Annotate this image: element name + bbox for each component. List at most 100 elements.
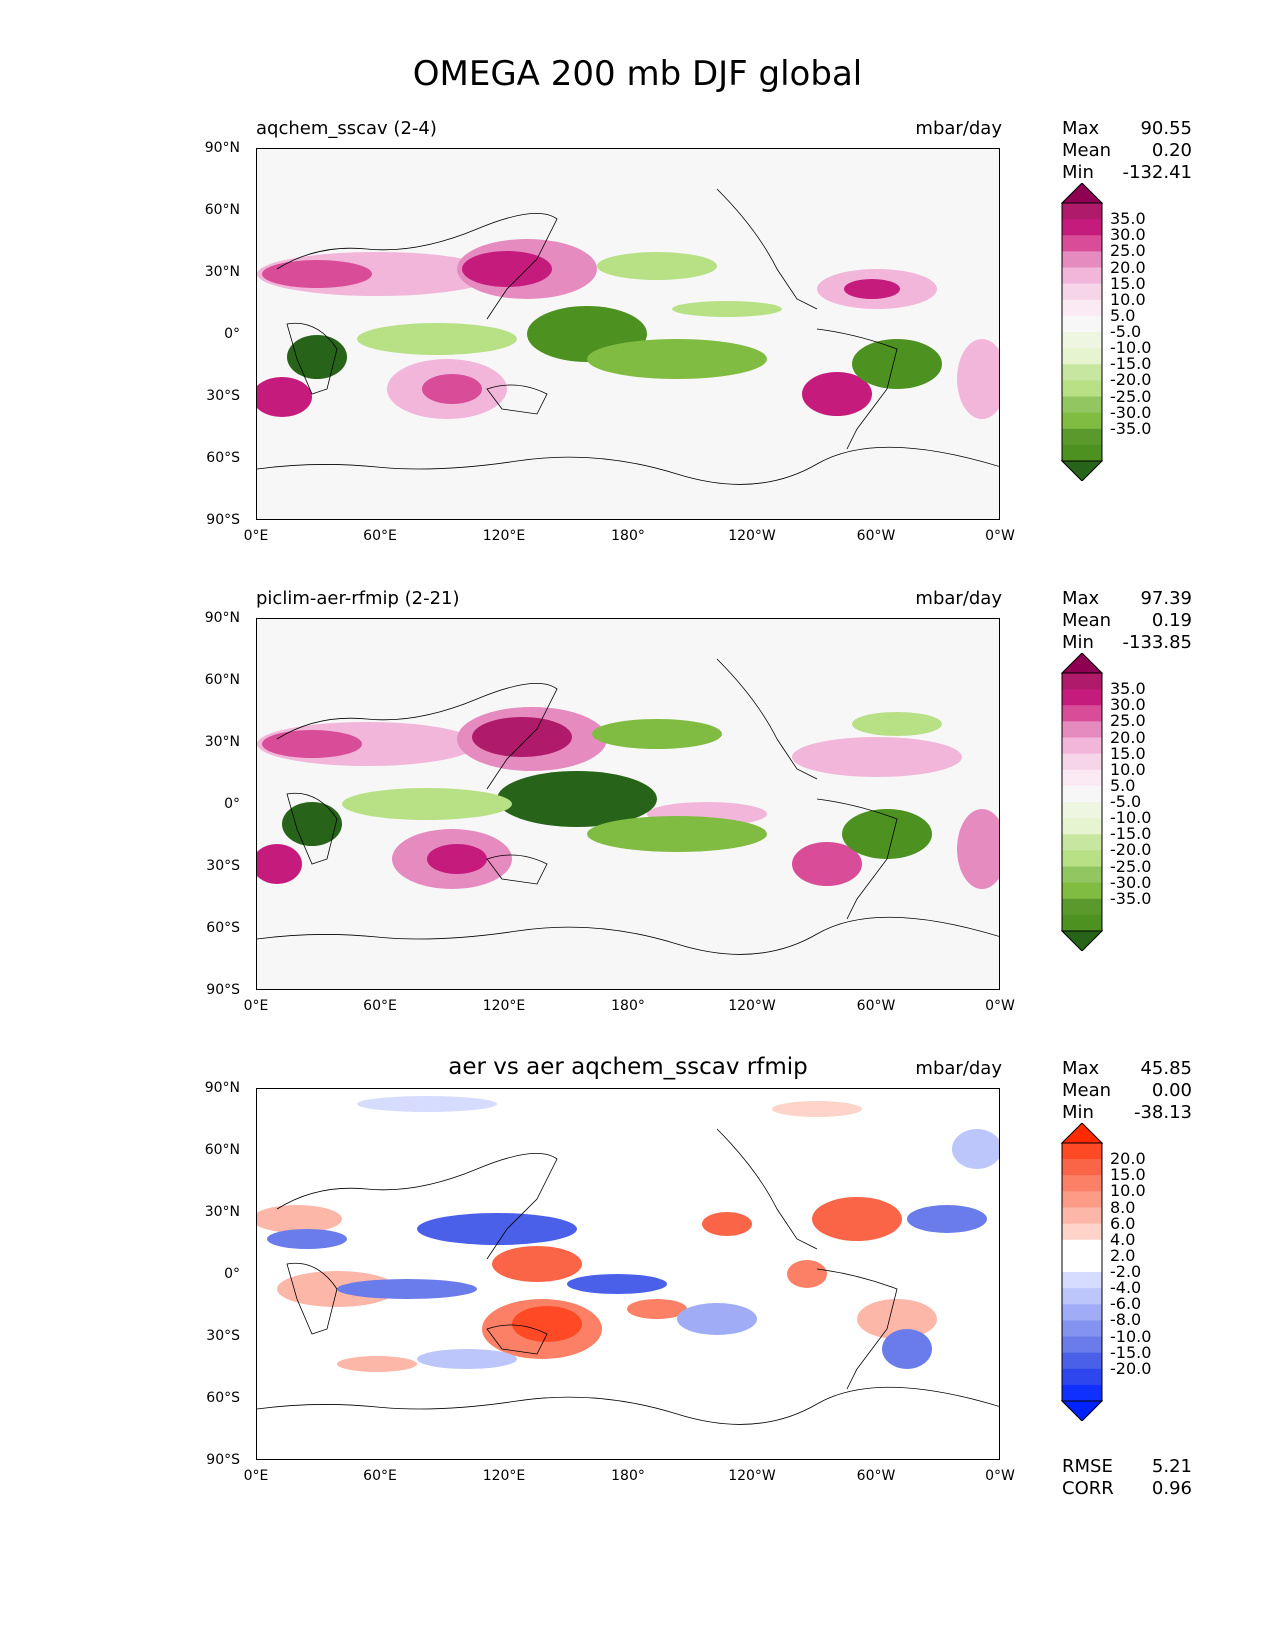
colorbar-extend-min — [1060, 1400, 1104, 1421]
colorbar-tick-label: 35.0 — [1110, 679, 1146, 699]
x-tick-label: 120°E — [482, 1468, 526, 1484]
colorbar-tick-label: 10.0 — [1110, 1181, 1146, 1201]
colorbar-segment — [1062, 1384, 1102, 1402]
colorbar-tick-label: 4.0 — [1110, 1229, 1136, 1249]
stat-label: Min — [1062, 632, 1094, 653]
colorbar-segment — [1062, 348, 1102, 365]
colorbar-tick-label: 8.0 — [1110, 1197, 1136, 1217]
stat-max: 45.85 — [1140, 1058, 1192, 1079]
x-tick-label: 0°E — [243, 1468, 269, 1484]
stats-box: Max 45.85 Mean 0.00 Min -38.13 — [1062, 1058, 1192, 1124]
colorbar-segment — [1062, 203, 1102, 220]
panel-reference: piclim-aer-rfmip (2-21) mbar/day — [0, 588, 1275, 1058]
y-tick-label: 60°N — [204, 202, 240, 218]
x-tick-label: 180° — [611, 1468, 645, 1484]
colorbar-segment — [1062, 1159, 1102, 1176]
colorbar-extend-max — [1060, 1123, 1104, 1144]
x-tick-label: 180° — [611, 998, 645, 1014]
colorbar-segment — [1062, 834, 1102, 851]
panel-units: mbar/day — [915, 588, 1002, 609]
y-tick-label: 90°S — [206, 512, 240, 528]
colorbar-tick-label: -10.0 — [1110, 808, 1152, 828]
colorbar-tick-label: 20.0 — [1110, 257, 1146, 277]
colorbar-tick-label: 5.0 — [1110, 775, 1136, 795]
coastlines — [257, 1128, 999, 1425]
y-tick-label: 30°S — [206, 1328, 240, 1344]
stat-mean: 0.20 — [1151, 140, 1192, 161]
y-tick-label: 0° — [224, 326, 240, 342]
colorbar-tick-label: -15.0 — [1110, 1342, 1152, 1362]
colorbar-segment — [1062, 914, 1102, 932]
colorbar-tick-label: -2.0 — [1110, 1262, 1142, 1281]
colorbar-tick-label: -4.0 — [1110, 1278, 1142, 1298]
y-tick-label: 60°S — [206, 1390, 240, 1406]
stat-label: Mean — [1062, 140, 1112, 161]
colorbar-segment — [1062, 1320, 1102, 1337]
colorbar-segment — [1062, 818, 1102, 835]
colorbar-tick-label: 15.0 — [1110, 273, 1146, 293]
colorbar-segment — [1062, 1207, 1102, 1225]
colorbar-segment — [1062, 1191, 1102, 1208]
y-tick-label: 30°S — [206, 388, 240, 404]
y-tick-label: 0° — [224, 1266, 240, 1282]
colorbar-tick-label: 6.0 — [1110, 1213, 1136, 1233]
colorbar-outline — [1061, 672, 1103, 932]
colorbar-tick-label: -8.0 — [1110, 1310, 1142, 1330]
colorbar-tick-label: -20.0 — [1110, 840, 1152, 860]
stat-rmse: 5.21 — [1151, 1456, 1192, 1477]
x-tick-label: 60°W — [856, 528, 896, 544]
coastlines — [257, 658, 999, 955]
colorbar-segment — [1062, 235, 1102, 252]
y-tick-label: 60°S — [206, 920, 240, 936]
colorbar-segment — [1062, 412, 1102, 430]
y-tick-label: 90°S — [206, 982, 240, 998]
x-tick-label: 180° — [611, 528, 645, 544]
x-tick-label: 0°E — [243, 528, 269, 544]
stat-mean: 0.00 — [1151, 1080, 1192, 1101]
x-tick-label: 60°W — [856, 1468, 896, 1484]
colorbar-segment — [1062, 882, 1102, 900]
panel-title: aqchem_sscav (2-4) — [256, 118, 437, 139]
colorbar-segment — [1062, 219, 1102, 236]
colorbar-tick-label: -30.0 — [1110, 402, 1152, 422]
map-field — [257, 619, 999, 989]
panel-difference: aer vs aer aqchem_sscav rfmip mbar/day — [0, 1054, 1275, 1528]
colorbar-tick-label: -10.0 — [1110, 1326, 1152, 1346]
colorbar-segment — [1062, 898, 1102, 916]
map-field — [257, 1089, 999, 1459]
stat-label: Mean — [1062, 610, 1112, 631]
stats-box: Max 90.55 Mean 0.20 Min -132.41 — [1062, 118, 1192, 184]
colorbar-tick-label: -35.0 — [1110, 418, 1152, 438]
colorbar-segment — [1062, 1239, 1102, 1257]
colorbar-outline — [1061, 1142, 1103, 1402]
colorbar-tick-label: 25.0 — [1110, 711, 1146, 731]
colorbar-segment — [1062, 315, 1102, 333]
colorbar-tick-label: -30.0 — [1110, 872, 1152, 892]
panel-units: mbar/day — [915, 1058, 1002, 1079]
colorbar-segment — [1062, 1255, 1102, 1273]
colorbar-tick-label: -35.0 — [1110, 888, 1152, 908]
y-tick-label: 30°N — [204, 264, 240, 280]
error-stats-box: RMSE 5.21 CORR 0.96 — [1062, 1456, 1192, 1500]
colorbar-segment — [1062, 444, 1102, 462]
colorbar-segment — [1062, 1352, 1102, 1370]
panel-model: aqchem_sscav (2-4) mbar/day — [0, 118, 1275, 588]
colorbar-segment — [1062, 1175, 1102, 1192]
colorbar-segment — [1062, 705, 1102, 722]
pink-ascent-band — [257, 707, 999, 889]
y-tick-label: 90°N — [204, 1080, 240, 1096]
colorbar-segment — [1062, 1336, 1102, 1354]
colorbar-segment — [1062, 850, 1102, 867]
x-tick-label: 60°E — [363, 528, 397, 544]
panel-units: mbar/day — [915, 118, 1002, 139]
map-plot-area — [256, 148, 1000, 520]
colorbar-extend-min — [1060, 460, 1104, 481]
map-field — [257, 149, 999, 519]
colorbar-tick-label: 2.0 — [1110, 1245, 1136, 1265]
stat-min: -132.41 — [1122, 162, 1192, 183]
colorbar-tick-label: -20.0 — [1110, 370, 1152, 390]
colorbar-segment — [1062, 332, 1102, 349]
colorbar-tick-label: -15.0 — [1110, 354, 1152, 374]
stat-min: -133.85 — [1122, 632, 1192, 653]
x-tick-label: 0°W — [985, 998, 1015, 1014]
